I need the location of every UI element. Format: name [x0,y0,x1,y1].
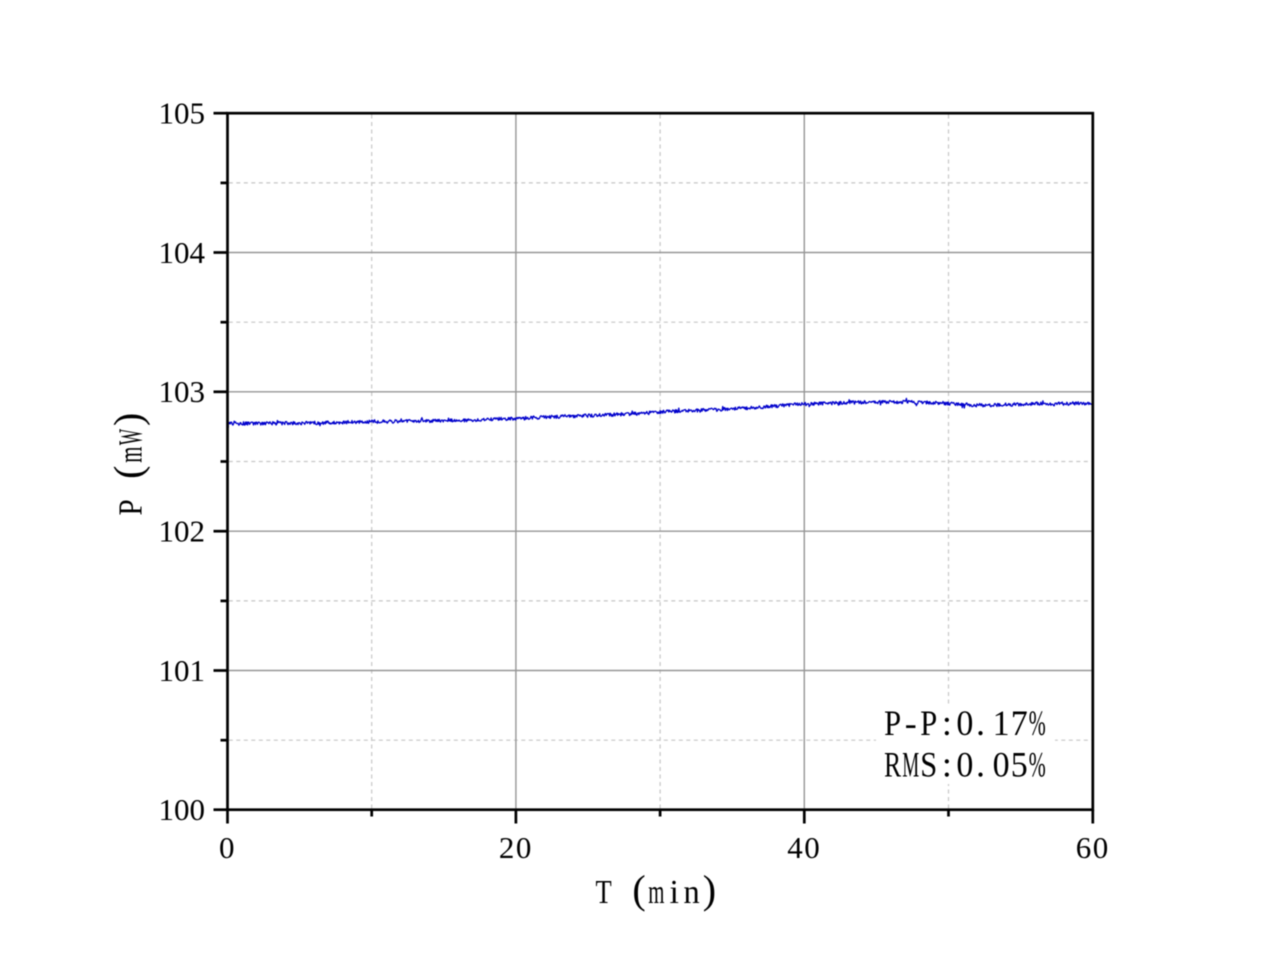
svg-text:P: P [920,703,937,743]
svg-text:101: 101 [159,653,206,688]
svg-text:%: % [1029,745,1046,785]
svg-text:%: % [1029,703,1046,743]
svg-text:R: R [884,745,901,785]
svg-text:P: P [884,703,901,743]
svg-text:M: M [902,745,919,785]
svg-text:(: ( [106,466,151,479]
svg-text:5: 5 [1011,745,1028,785]
svg-text:m: m [113,447,150,463]
svg-text:S: S [920,745,937,785]
svg-text:m: m [648,874,664,911]
svg-text:n: n [684,874,700,911]
svg-text:60: 60 [1076,830,1110,865]
svg-text:0: 0 [956,745,973,785]
svg-text:0: 0 [219,830,236,865]
svg-text:0: 0 [993,745,1010,785]
svg-text:7: 7 [1011,703,1028,743]
svg-text:105: 105 [159,96,206,131]
svg-text:): ) [106,413,151,426]
svg-text:.: . [976,745,985,785]
svg-text:): ) [703,867,716,912]
svg-text:103: 103 [159,374,206,409]
svg-text:-: - [905,703,917,743]
svg-text:20: 20 [499,830,533,865]
svg-text:104: 104 [159,235,206,270]
svg-text:100: 100 [159,792,206,827]
svg-text:(: ( [632,867,645,912]
svg-text:i: i [669,874,678,911]
svg-text::: : [942,703,952,743]
svg-text:W: W [113,428,150,445]
svg-text:.: . [976,703,985,743]
svg-text:P: P [113,499,150,515]
svg-text::: : [942,745,952,785]
svg-text:T: T [596,874,612,911]
svg-text:0: 0 [956,703,973,743]
svg-text:102: 102 [159,514,206,549]
svg-text:1: 1 [993,703,1010,743]
svg-text:40: 40 [787,830,821,865]
